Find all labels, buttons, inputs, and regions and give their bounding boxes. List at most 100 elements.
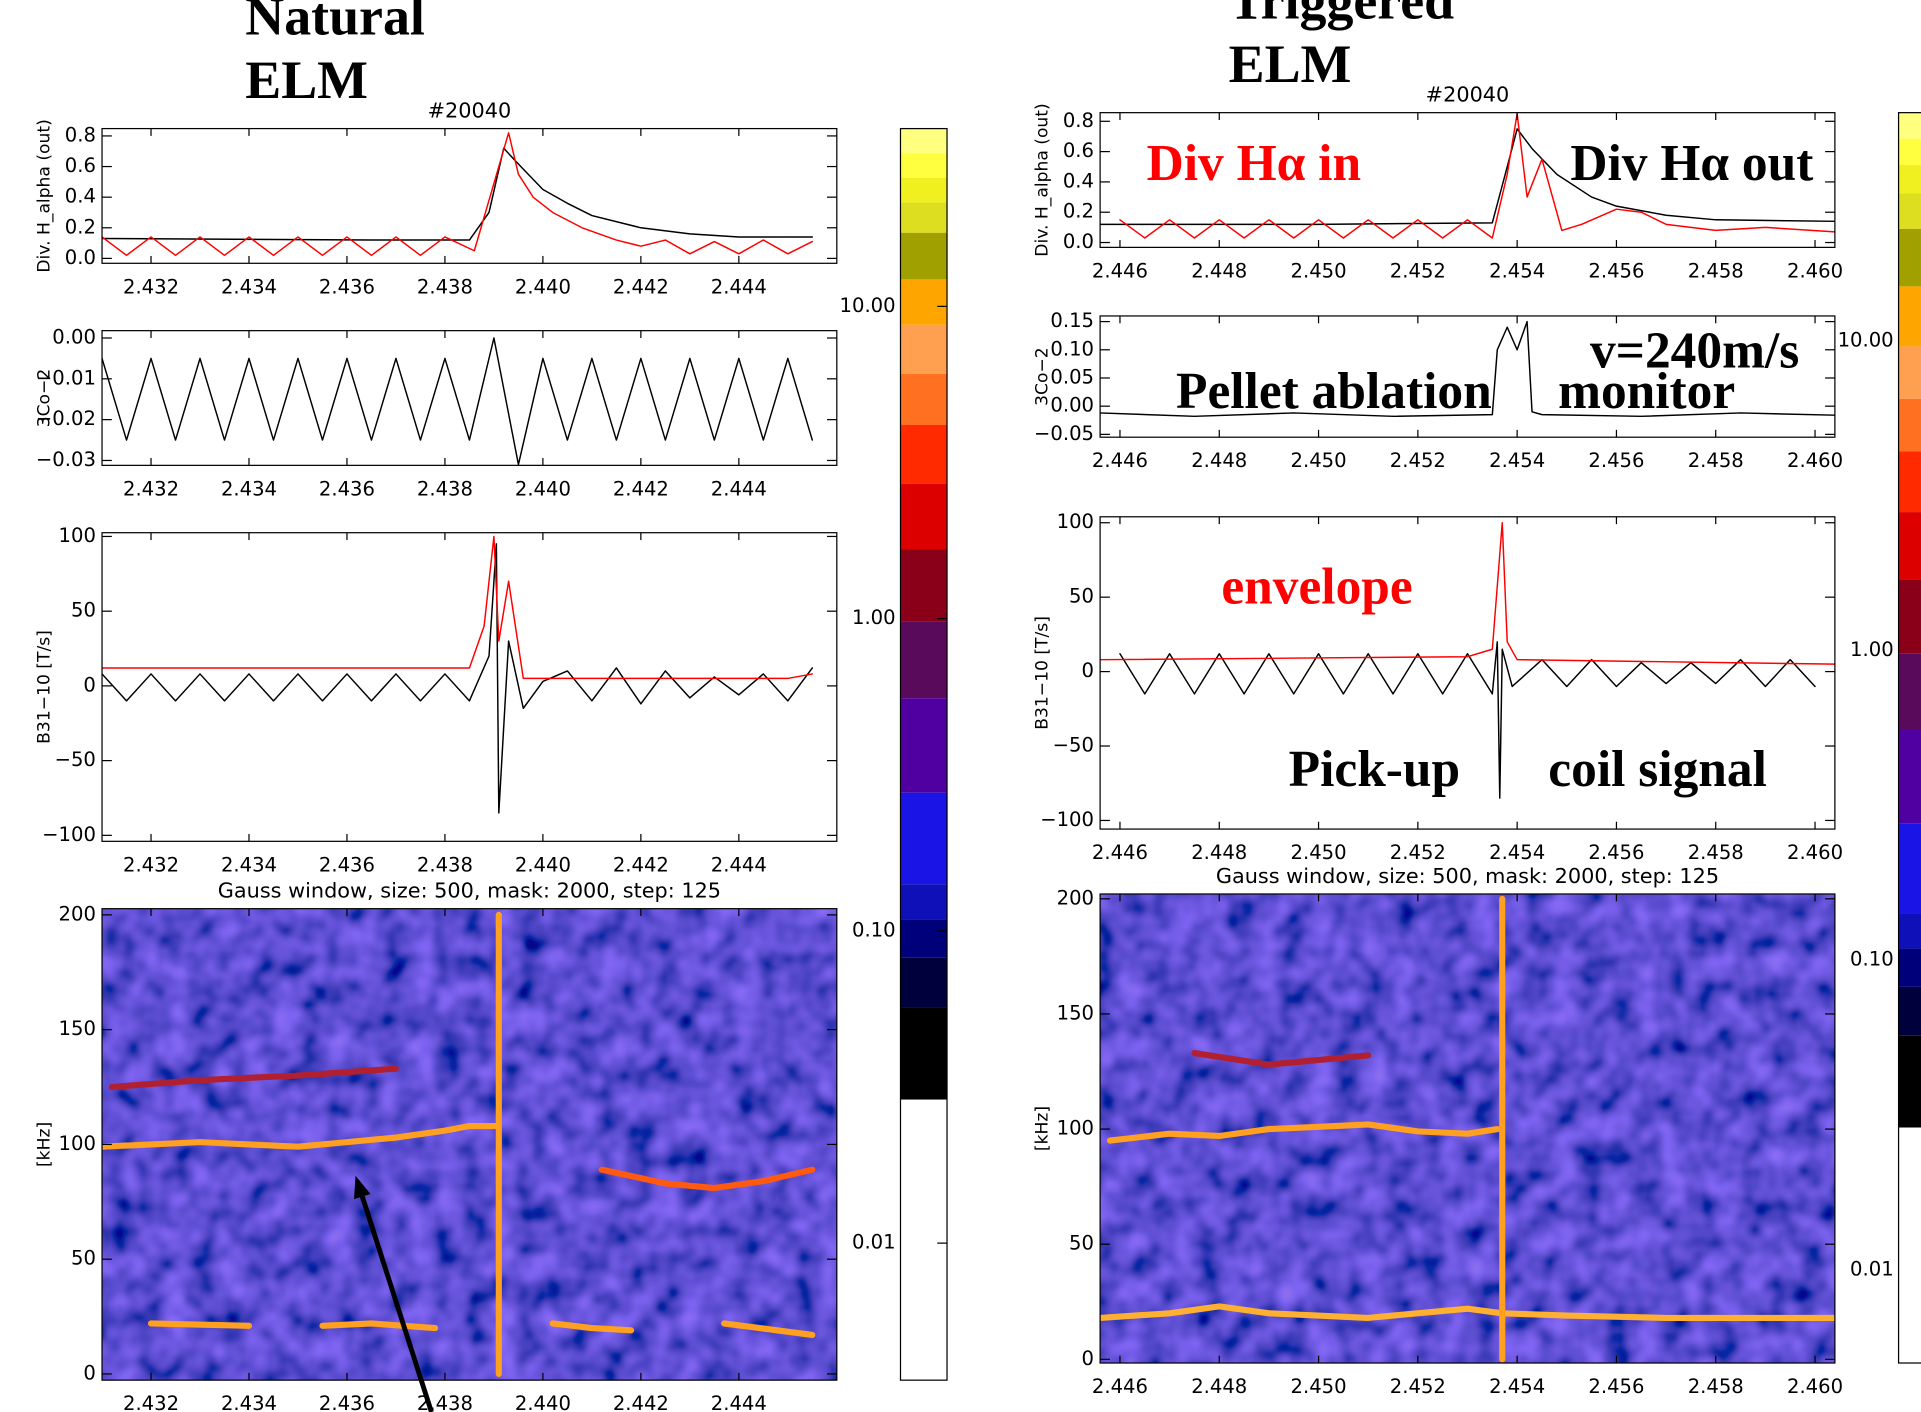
annotation: Div Hα out [1570,135,1813,192]
annotation: Pellet ablation [1176,363,1492,420]
heading: Triggered [1229,0,1454,30]
x-tick-label: 2.450 [1291,841,1347,864]
colorbar-segment [900,153,948,178]
colorbar-segment [900,1007,948,1100]
x-tick-label: 2.444 [711,275,767,298]
colorbar-segment [1898,1035,1921,1128]
series-line [102,337,814,466]
x-tick-label: 2.442 [613,275,669,298]
colorbar-segment [1898,653,1921,730]
colorbar-segment [900,324,948,374]
colorbar-segment [900,177,948,203]
colorbar-tick-label: 1.00 [1850,638,1894,661]
colorbar-segment [1898,1127,1921,1364]
y-axis-label: 3Co−2 [1033,347,1053,406]
x-tick-label: 2.434 [221,275,277,298]
x-tick-label: 2.450 [1291,449,1347,472]
y-tick-label: 0.00 [1050,394,1094,417]
colorbar-segment [1898,729,1921,824]
colorbar-segment [900,202,948,233]
y-tick-label: 150 [59,1017,96,1040]
colorbar-segment [900,549,948,622]
series-line [1106,1121,1501,1144]
x-tick-label: 2.446 [1092,449,1148,472]
y-tick-label: 100 [59,1132,96,1155]
annotation: Pick-up [1289,741,1460,798]
colorbar-tick-label: 0.10 [852,918,896,941]
series-line [102,535,814,680]
x-tick-label: 2.442 [613,853,669,876]
y-tick-label: 0.2 [65,215,96,238]
colorbar-frame [1897,112,1921,1364]
panel-title: #20040 [1426,83,1510,107]
y-tick-label: 0.05 [1050,365,1094,388]
plot-frame [101,330,838,466]
colorbar-frame [899,127,948,1381]
x-tick-label: 2.442 [613,1392,669,1412]
x-tick-label: 2.432 [123,853,179,876]
colorbar-segment [900,373,948,425]
y-axis-label: B31−10 [T/s] [34,630,54,744]
x-tick-label: 2.438 [417,275,473,298]
y-tick-label: −0.05 [1034,422,1094,445]
colorbar-segment [900,128,948,154]
y-tick-label: 100 [1057,1117,1094,1140]
heading: Natural [245,0,425,46]
y-axis-label: B31−10 [T/s] [1033,616,1053,730]
x-tick-label: 2.460 [1787,1375,1843,1398]
x-tick-label: 2.460 [1787,259,1843,282]
colorbar-segment [900,884,948,920]
y-tick-label: 0.0 [1063,230,1094,253]
y-tick-label: 0.00 [52,325,96,348]
x-tick-label: 2.440 [515,1392,571,1412]
colorbar-segment [900,919,948,958]
x-tick-label: 2.434 [221,1392,277,1412]
heading: ELM [245,50,368,110]
annotation: coil signal [1548,741,1767,798]
colorbar-tick-label: 10.00 [840,294,896,317]
x-tick-label: 2.452 [1390,1375,1446,1398]
y-tick-label: 0 [83,1361,95,1384]
plots: 2.432 2.434 2.436 2.438 2.440 2.442 2.444 0.0 0.… [34,0,1921,1412]
series-line [1119,641,1816,799]
colorbar-tick-label: 0.01 [1850,1257,1894,1280]
spectrogram-noise [1100,893,1835,1364]
x-tick-label: 2.452 [1390,841,1446,864]
series-line [1100,320,1835,418]
x-tick-label: 2.458 [1688,449,1744,472]
x-tick-label: 2.452 [1390,449,1446,472]
series-line [147,1320,439,1332]
x-tick-label: 2.456 [1588,841,1644,864]
y-tick-label: 0.4 [65,185,96,208]
y-tick-label: −0.03 [36,448,96,471]
x-tick-label: 2.446 [1092,1375,1148,1398]
y-axis-label: Div. H_alpha (out) [1033,103,1053,256]
y-tick-label: 0 [1082,1347,1094,1370]
y-tick-label: 150 [1057,1001,1094,1024]
y-axis-label: [kHz] [1033,1106,1053,1151]
y-tick-label: −100 [1040,808,1094,831]
y-tick-label: −100 [42,823,96,846]
y-tick-label: 0.6 [65,154,96,177]
x-tick-label: 2.436 [319,275,375,298]
series-line [1100,522,1835,665]
plot-frame [1099,315,1836,438]
x-tick-label: 2.460 [1787,841,1843,864]
y-tick-label: 0.4 [1063,169,1094,192]
series-line [102,543,814,814]
annotation: monitor [1558,363,1735,420]
x-tick-label: 2.434 [221,853,277,876]
y-tick-label: 0 [1082,659,1094,682]
colorbar-segment [1898,164,1921,194]
colorbar-segment [1898,346,1921,399]
colorbar-tick-label: 0.01 [852,1231,896,1254]
y-tick-label: −50 [1053,734,1094,757]
x-tick-label: 2.450 [1291,259,1347,282]
colorbar-segment [900,698,948,793]
series-line [549,1320,816,1338]
x-tick-label: 2.460 [1787,449,1843,472]
panel-title: Gauss window, size: 500, mask: 2000, ste… [1216,864,1719,888]
y-tick-label: 100 [1057,510,1094,533]
